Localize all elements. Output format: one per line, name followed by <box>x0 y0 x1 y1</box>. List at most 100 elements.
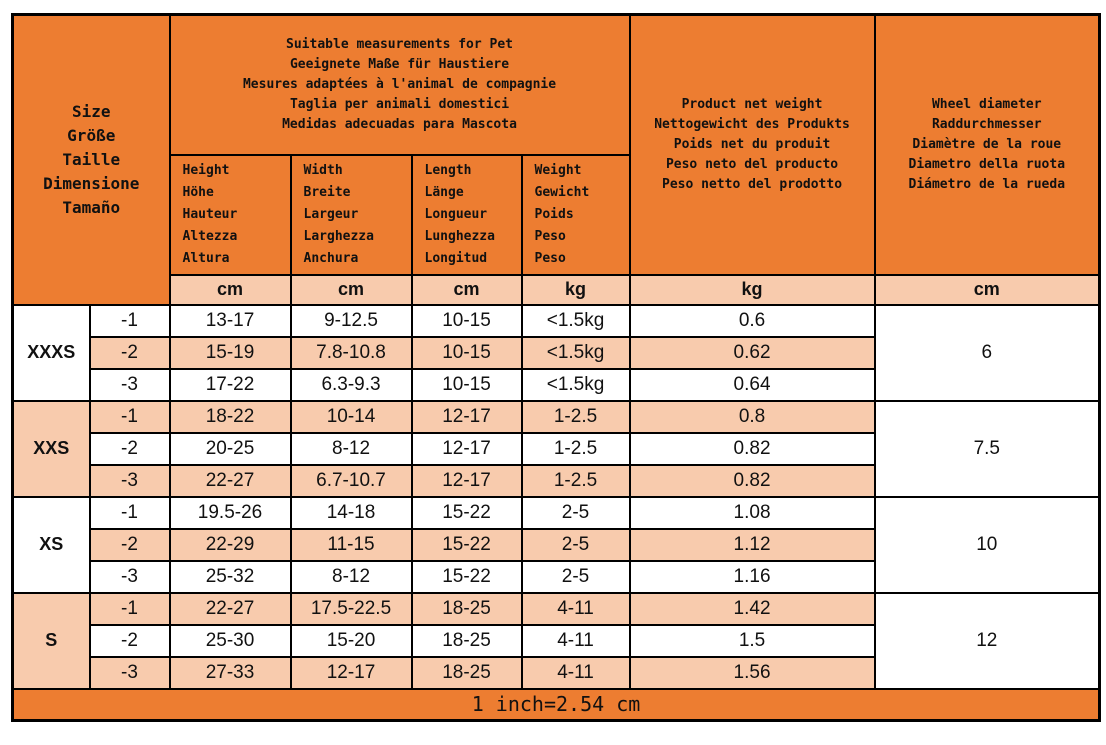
cell-length: 12-17 <box>410 463 523 498</box>
cell-net-weight: 0.62 <box>628 335 876 370</box>
cell-sub-size: -3 <box>88 655 171 690</box>
cell-width: 6.3-9.3 <box>289 367 413 402</box>
unit-width: cm <box>289 273 413 306</box>
size-label: XS <box>11 495 91 594</box>
cell-height: 13-17 <box>168 303 292 338</box>
unit-height: cm <box>168 273 292 306</box>
width-header: Width Breite Largeur Larghezza Anchura <box>289 153 413 276</box>
cell-sub-size: -1 <box>88 303 171 338</box>
wheel-diameter-header: Wheel diameter Raddurchmesser Diamètre d… <box>873 13 1101 276</box>
cell-sub-size: -2 <box>88 335 171 370</box>
length-header: Length Länge Longueur Lunghezza Longitud <box>410 153 523 276</box>
unit-weight: kg <box>520 273 631 306</box>
size-label: XXS <box>11 399 91 498</box>
size-chart-table: Size Größe Taille Dimensione Tamaño Suit… <box>11 13 1102 722</box>
cell-weight: 1-2.5 <box>520 399 631 434</box>
cell-height: 15-19 <box>168 335 292 370</box>
cell-length: 12-17 <box>410 399 523 434</box>
cell-length: 18-25 <box>410 623 523 658</box>
cell-sub-size: -1 <box>88 495 171 530</box>
cell-weight: 4-11 <box>520 655 631 690</box>
cell-net-weight: 0.82 <box>628 431 876 466</box>
cell-height: 22-27 <box>168 463 292 498</box>
suitable-measurements-header: Suitable measurements for Pet Geeignete … <box>168 13 631 156</box>
cell-net-weight: 0.8 <box>628 399 876 434</box>
cell-wheel-diameter: 7.5 <box>873 399 1101 498</box>
table-row: -2 22-29 11-15 15-22 2-5 1.12 <box>13 527 1100 562</box>
cell-net-weight: 1.5 <box>628 623 876 658</box>
cell-net-weight: 1.08 <box>628 495 876 530</box>
cell-height: 25-32 <box>168 559 292 594</box>
cell-width: 17.5-22.5 <box>289 591 413 626</box>
footer-conversion-note: 1 inch=2.54 cm <box>11 687 1101 721</box>
cell-wheel-diameter: 10 <box>873 495 1101 594</box>
cell-width: 11-15 <box>289 527 413 562</box>
cell-width: 6.7-10.7 <box>289 463 413 498</box>
cell-width: 8-12 <box>289 431 413 466</box>
cell-length: 10-15 <box>410 367 523 402</box>
cell-width: 12-17 <box>289 655 413 690</box>
cell-net-weight: 0.6 <box>628 303 876 338</box>
weight-header: Weight Gewicht Poids Peso Peso <box>520 153 631 276</box>
cell-net-weight: 1.56 <box>628 655 876 690</box>
unit-wheel: cm <box>873 273 1101 306</box>
table-row: -3 22-27 6.7-10.7 12-17 1-2.5 0.82 <box>13 463 1100 498</box>
cell-length: 12-17 <box>410 431 523 466</box>
cell-weight: 1-2.5 <box>520 463 631 498</box>
cell-width: 9-12.5 <box>289 303 413 338</box>
cell-width: 10-14 <box>289 399 413 434</box>
cell-net-weight: 1.42 <box>628 591 876 626</box>
cell-height: 18-22 <box>168 399 292 434</box>
cell-length: 15-22 <box>410 527 523 562</box>
cell-weight: 1-2.5 <box>520 431 631 466</box>
cell-length: 10-15 <box>410 335 523 370</box>
unit-net-weight: kg <box>628 273 876 306</box>
cell-length: 15-22 <box>410 495 523 530</box>
table-row: -2 25-30 15-20 18-25 4-11 1.5 <box>13 623 1100 658</box>
table-row: -2 20-25 8-12 12-17 1-2.5 0.82 <box>13 431 1100 466</box>
cell-sub-size: -3 <box>88 559 171 594</box>
cell-height: 22-29 <box>168 527 292 562</box>
cell-width: 15-20 <box>289 623 413 658</box>
table-row: XXS -1 18-22 10-14 12-17 1-2.5 0.8 7.5 <box>11 399 1101 498</box>
cell-net-weight: 1.16 <box>628 559 876 594</box>
cell-sub-size: -3 <box>88 367 171 402</box>
size-label: XXXS <box>11 303 91 402</box>
cell-wheel-diameter: 12 <box>873 591 1101 690</box>
size-label: S <box>11 591 91 690</box>
cell-width: 7.8-10.8 <box>289 335 413 370</box>
cell-net-weight: 0.64 <box>628 367 876 402</box>
cell-sub-size: -2 <box>88 527 171 562</box>
cell-sub-size: -1 <box>88 591 171 626</box>
cell-weight: 2-5 <box>520 559 631 594</box>
cell-net-weight: 1.12 <box>628 527 876 562</box>
cell-weight: <1.5kg <box>520 335 631 370</box>
cell-length: 10-15 <box>410 303 523 338</box>
cell-height: 25-30 <box>168 623 292 658</box>
table-row: XXXS -1 13-17 9-12.5 10-15 <1.5kg 0.6 6 <box>11 303 1101 402</box>
cell-weight: 4-11 <box>520 623 631 658</box>
cell-height: 20-25 <box>168 431 292 466</box>
cell-sub-size: -1 <box>88 399 171 434</box>
cell-height: 19.5-26 <box>168 495 292 530</box>
net-weight-header: Product net weight Nettogewicht des Prod… <box>628 13 876 276</box>
cell-length: 15-22 <box>410 559 523 594</box>
cell-weight: <1.5kg <box>520 367 631 402</box>
table-row: -3 17-22 6.3-9.3 10-15 <1.5kg 0.64 <box>13 367 1100 402</box>
size-header: Size Größe Taille Dimensione Tamaño <box>11 13 171 306</box>
cell-net-weight: 0.82 <box>628 463 876 498</box>
cell-weight: 2-5 <box>520 527 631 562</box>
unit-length: cm <box>410 273 523 306</box>
table-row: XS -1 19.5-26 14-18 15-22 2-5 1.08 10 <box>11 495 1101 594</box>
cell-width: 8-12 <box>289 559 413 594</box>
cell-sub-size: -3 <box>88 463 171 498</box>
cell-length: 18-25 <box>410 591 523 626</box>
table-row: -3 27-33 12-17 18-25 4-11 1.56 <box>13 655 1100 690</box>
cell-length: 18-25 <box>410 655 523 690</box>
cell-width: 14-18 <box>289 495 413 530</box>
cell-sub-size: -2 <box>88 431 171 466</box>
cell-weight: 2-5 <box>520 495 631 530</box>
cell-weight: 4-11 <box>520 591 631 626</box>
table-row: -3 25-32 8-12 15-22 2-5 1.16 <box>13 559 1100 594</box>
cell-height: 17-22 <box>168 367 292 402</box>
